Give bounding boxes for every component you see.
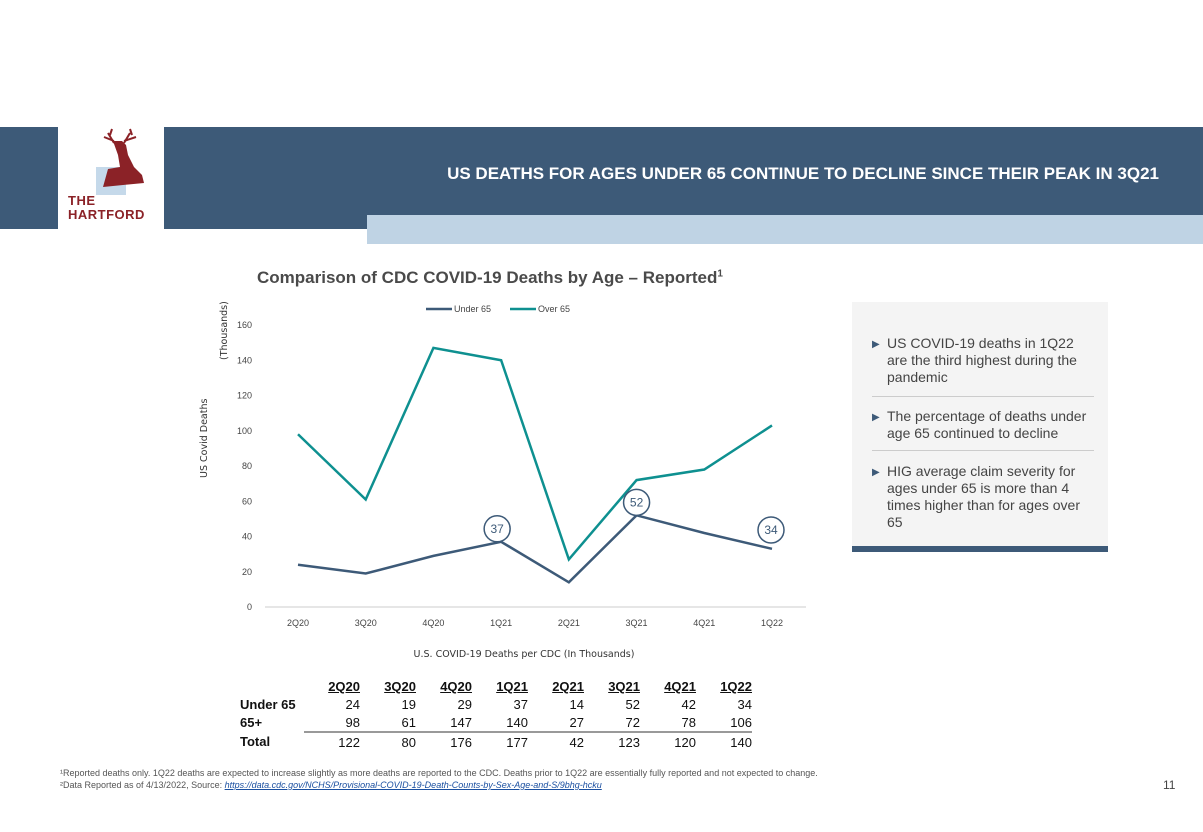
cell: 42 xyxy=(681,696,696,712)
y-tick-label: 40 xyxy=(242,532,252,542)
cell: 177 xyxy=(506,734,528,750)
legend-label: Under 65 xyxy=(454,304,491,314)
line-chart: 0 20 40 60 80 100 120 140 160 2Q20 3Q20 4Q20 1Q21 2Q2… xyxy=(199,301,806,660)
y-tick-label: 80 xyxy=(242,461,252,471)
bullet-3: ▶ HIG average claim severity for ages und… xyxy=(872,463,1080,530)
y-tick-label: 60 xyxy=(242,496,252,506)
y-tick-label: 140 xyxy=(237,355,252,365)
callout-label: 34 xyxy=(764,523,778,537)
col-header: 2Q20 xyxy=(328,678,360,694)
stag-icon xyxy=(96,128,144,195)
cell: 176 xyxy=(450,734,472,750)
callout-circle xyxy=(622,488,651,517)
triangle-bullet-icon: ▶ xyxy=(872,339,880,350)
data-table: 2Q20 3Q20 4Q20 1Q21 2Q21 3Q21 4Q21 1Q22 … xyxy=(240,677,752,751)
table-row: Under 65 24 19 29 37 14 52 42 34 xyxy=(240,695,752,713)
callout-circle xyxy=(757,516,785,544)
hartford-logo: THE HARTFORD xyxy=(58,127,164,229)
y-tick-label: 100 xyxy=(237,426,252,436)
col-header: 3Q20 xyxy=(384,678,416,694)
x-axis-label: U.S. COVID-19 Deaths per CDC (In Thousan… xyxy=(414,649,635,660)
slide-title: US DEATHS FOR AGES UNDER 65 CONTINUE TO … xyxy=(447,164,1159,183)
x-tick-label: 1Q22 xyxy=(761,618,783,628)
triangle-bullet-icon: ▶ xyxy=(872,412,880,423)
callout-label: 37 xyxy=(490,522,504,536)
x-tick-label: 1Q21 xyxy=(490,618,512,628)
footnotes: ¹Reported deaths only. 1Q22 deaths are e… xyxy=(60,767,830,791)
panel-bottom-bar xyxy=(852,546,1108,552)
legend-label: Over 65 xyxy=(538,304,570,314)
cell: 106 xyxy=(696,713,752,733)
cell: 19 xyxy=(401,696,416,712)
table-header-row: 2Q20 3Q20 4Q20 1Q21 2Q21 3Q21 4Q21 1Q22 xyxy=(240,677,752,695)
footnote-1: ¹Reported deaths only. 1Q22 deaths are e… xyxy=(60,768,818,778)
col-header: 3Q21 xyxy=(608,678,640,694)
divider xyxy=(872,396,1094,397)
cell: 24 xyxy=(345,696,360,712)
cell: 123 xyxy=(618,734,640,750)
cell: 140 xyxy=(730,734,752,750)
y-axis-label: US Covid Deaths xyxy=(199,399,210,478)
page-number: 11 xyxy=(1163,778,1176,792)
row-label: Under 65 xyxy=(240,696,296,712)
y-tick-label: 0 xyxy=(247,602,252,612)
key-points-panel: ▶ US COVID-19 deaths in 1Q22 are the thir… xyxy=(852,302,1108,552)
cell: 72 xyxy=(584,713,640,733)
y-tick-label: 160 xyxy=(237,320,252,330)
triangle-bullet-icon: ▶ xyxy=(872,467,880,478)
col-header: 1Q22 xyxy=(720,678,752,694)
row-label: Total xyxy=(240,734,271,749)
cell: 80 xyxy=(401,734,416,750)
x-tick-label: 4Q21 xyxy=(693,618,715,628)
cell: 140 xyxy=(472,713,528,733)
cell: 98 xyxy=(304,713,360,733)
cell: 37 xyxy=(513,696,528,712)
series-line-under-65 xyxy=(297,513,773,584)
bullet-1: ▶ US COVID-19 deaths in 1Q22 are the thir… xyxy=(872,335,1077,385)
cell: 147 xyxy=(416,713,472,733)
cell: 61 xyxy=(360,713,416,733)
callout-circle xyxy=(483,515,511,543)
x-tick-label: 2Q21 xyxy=(558,618,580,628)
divider xyxy=(872,450,1094,451)
cell: 27 xyxy=(528,713,584,733)
header-accent-band xyxy=(367,215,1203,244)
cell: 34 xyxy=(737,696,752,712)
footnote-2: ²Data Reported as of 4/13/2022, Source: … xyxy=(60,780,602,790)
table-row: 65+ 98 61 147 140 27 72 78 106 xyxy=(240,713,752,733)
logo-text: THE HARTFORD xyxy=(68,193,145,222)
cell: 122 xyxy=(338,734,360,750)
cell: 14 xyxy=(569,696,584,712)
series-line-over-65 xyxy=(297,346,773,562)
cell: 78 xyxy=(640,713,696,733)
col-header: 4Q20 xyxy=(440,678,472,694)
x-tick-label: 3Q20 xyxy=(355,618,377,628)
cell: 120 xyxy=(674,734,696,750)
x-tick-label: 4Q20 xyxy=(422,618,444,628)
x-tick-label: 2Q20 xyxy=(287,618,309,628)
cell: 52 xyxy=(625,696,640,712)
y-tick-label: 20 xyxy=(242,567,252,577)
source-link[interactable]: https://data.cdc.gov/NCHS/Provisional-CO… xyxy=(224,780,602,790)
table-row: Total 122 80 176 177 42 123 120 140 xyxy=(240,732,752,751)
callout-label: 52 xyxy=(630,495,644,509)
chart-title: Comparison of CDC COVID-19 Deaths by Age… xyxy=(257,268,723,287)
col-header: 1Q21 xyxy=(496,678,528,694)
bullet-2: ▶ The percentage of deaths under age 65 c… xyxy=(872,408,1087,441)
row-label: 65+ xyxy=(240,715,263,730)
cell: 29 xyxy=(457,696,472,712)
col-header: 4Q21 xyxy=(664,678,696,694)
cell: 42 xyxy=(569,734,584,750)
y-tick-label: 120 xyxy=(237,391,252,401)
col-header: 2Q21 xyxy=(552,678,584,694)
header-band xyxy=(0,127,1203,229)
x-tick-label: 3Q21 xyxy=(626,618,648,628)
y-axis-unit-label: (Thousands) xyxy=(219,301,230,360)
